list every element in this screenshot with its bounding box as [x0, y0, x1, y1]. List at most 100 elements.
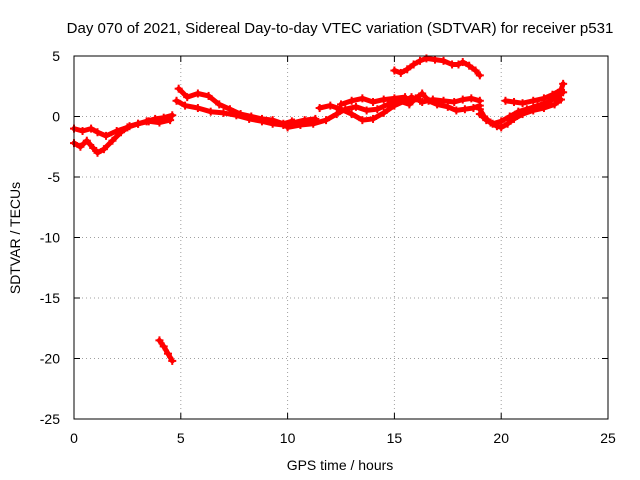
data-point — [443, 102, 452, 111]
data-point — [78, 127, 87, 136]
data-point — [155, 336, 164, 345]
data-point — [168, 111, 177, 120]
axis-layer: 0 5 10 15 20 25 5 0 -5 -10 -15 -20 -25 — [40, 48, 616, 446]
data-point — [159, 342, 168, 351]
data-point — [369, 114, 378, 123]
data-point — [439, 56, 448, 65]
data-point — [379, 95, 388, 104]
data-point — [108, 136, 117, 145]
y-tick-label: -10 — [40, 230, 60, 246]
data-point — [322, 116, 331, 125]
data-point — [326, 101, 335, 110]
data-point — [76, 142, 85, 151]
data-point — [396, 68, 405, 77]
x-tick-label: 5 — [177, 430, 185, 446]
data-point — [450, 97, 459, 106]
data-point — [452, 106, 461, 115]
data-point — [475, 96, 484, 105]
y-tick-label: 0 — [52, 109, 60, 125]
plot-frame — [73, 55, 609, 420]
y-tick-label: -20 — [40, 351, 60, 367]
data-point — [430, 55, 439, 64]
data-point — [548, 90, 557, 99]
data-point — [174, 84, 183, 93]
data-point — [471, 66, 480, 75]
data-point — [522, 105, 531, 114]
data-point — [193, 104, 202, 113]
data-point — [460, 105, 469, 114]
data-point — [332, 110, 341, 119]
series-arc-3 — [156, 337, 175, 364]
data-point — [529, 96, 538, 105]
data-point — [518, 99, 527, 108]
y-tick-label: -5 — [48, 169, 61, 185]
data-point — [358, 94, 367, 103]
data-point — [93, 148, 102, 157]
data-point — [454, 60, 463, 69]
data-point — [337, 100, 345, 109]
data-point — [168, 356, 177, 365]
data-point — [409, 60, 418, 69]
data-point — [99, 145, 108, 154]
chart-title: Day 070 of 2021, Sidereal Day-to-day VTE… — [67, 20, 614, 37]
data-point — [482, 116, 491, 125]
data-point — [206, 107, 215, 116]
data-point — [347, 96, 356, 105]
x-axis-label: GPS time / hours — [287, 457, 394, 473]
data-point — [501, 96, 510, 105]
data-point — [505, 112, 514, 121]
data-point — [362, 106, 371, 115]
x-tick-label: 10 — [280, 430, 296, 446]
data-point — [467, 94, 476, 103]
data-point — [283, 123, 292, 132]
data-point — [89, 143, 98, 152]
x-tick-label: 15 — [387, 430, 403, 446]
data-point — [390, 66, 399, 75]
x-tick-label: 25 — [600, 430, 616, 446]
data-point — [503, 119, 512, 128]
y-tick-label: -25 — [40, 411, 60, 427]
data-point — [112, 127, 121, 136]
data-point — [497, 117, 506, 126]
data-point — [401, 93, 410, 102]
data-point — [193, 89, 202, 98]
data-point — [379, 108, 388, 117]
data-point — [514, 107, 523, 116]
data-point — [428, 95, 437, 104]
y-tick-label: -15 — [40, 290, 60, 306]
data-point — [373, 105, 382, 114]
data-point — [279, 120, 288, 129]
data-point — [315, 104, 324, 113]
data-point — [166, 116, 175, 125]
data-point — [232, 111, 241, 120]
data-point — [257, 117, 266, 126]
data-point — [390, 94, 399, 103]
x-tick-label: 20 — [493, 430, 509, 446]
series-layer — [70, 54, 568, 365]
data-point — [533, 101, 542, 110]
data-point — [465, 61, 474, 70]
data-point — [351, 102, 360, 111]
data-point — [469, 104, 478, 113]
x-tick-label: 0 — [70, 430, 78, 446]
data-point — [488, 119, 497, 128]
data-point — [87, 124, 96, 133]
data-point — [539, 94, 548, 103]
data-point — [172, 96, 181, 105]
data-point — [268, 119, 277, 128]
data-point — [82, 136, 91, 145]
data-point — [163, 349, 172, 358]
grid-layer — [74, 56, 608, 419]
data-point — [134, 119, 143, 128]
data-point — [510, 97, 519, 106]
data-point — [369, 97, 378, 106]
data-point — [204, 91, 213, 100]
data-point — [181, 101, 190, 110]
data-point — [550, 100, 559, 109]
data-point — [439, 96, 448, 105]
y-tick-label: 5 — [52, 48, 60, 64]
data-point — [418, 97, 427, 106]
data-point — [219, 108, 228, 117]
data-point — [358, 116, 367, 125]
